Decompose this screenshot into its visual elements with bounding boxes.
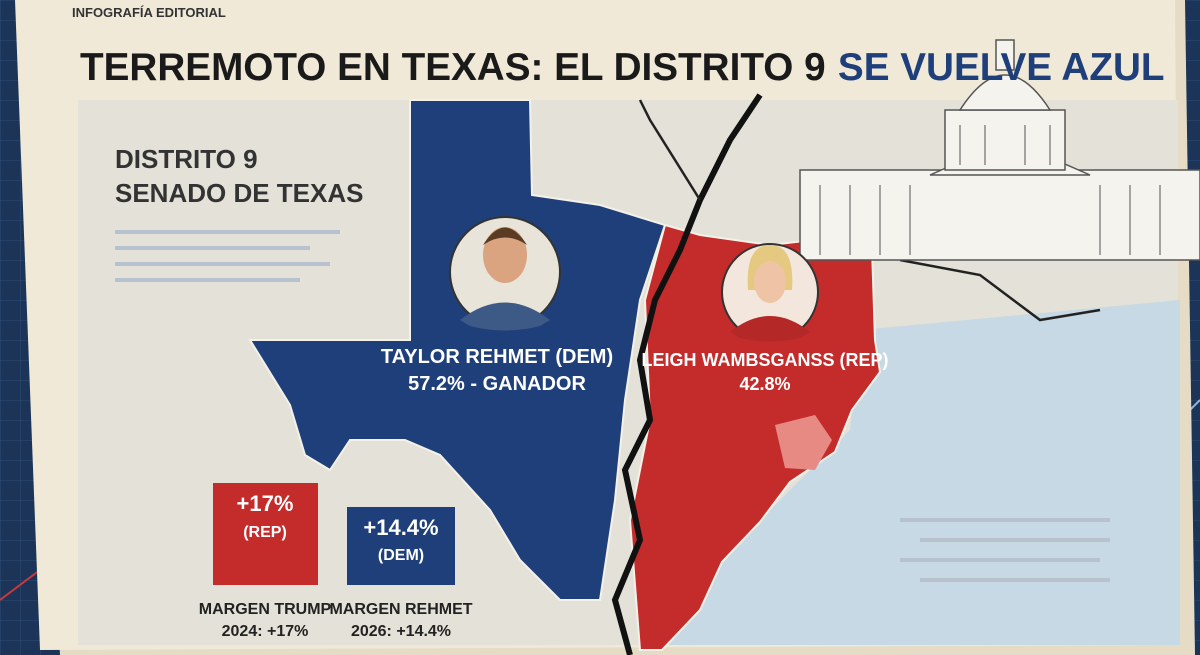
kicker: INFOGRAFÍA EDITORIAL — [72, 5, 226, 20]
margin-box-rep — [213, 483, 318, 585]
placeholder-lines — [115, 230, 1110, 582]
margin-label: MARGEN REHMET — [329, 601, 472, 618]
title-highlight: SE VUELVE AZUL — [838, 46, 1165, 89]
margin-detail: 2024: +17% — [222, 623, 309, 640]
crack — [611, 93, 763, 655]
margin-label: MARGEN TRUMP — [199, 601, 332, 618]
district-line: DISTRITO 9 — [115, 144, 258, 174]
candidate-name: TAYLOR REHMET (DEM) — [381, 346, 613, 368]
district-line: SENADO DE TEXAS — [115, 178, 364, 208]
margin-party: (DEM) — [378, 547, 424, 564]
crack-branches — [638, 99, 702, 201]
candidate-name: LEIGH WAMBSGANSS (REP) — [641, 350, 888, 370]
crack-branches — [899, 258, 1101, 322]
county — [775, 415, 832, 470]
capitol — [799, 39, 1200, 261]
margin-box-dem — [347, 507, 455, 585]
avatar-rep — [721, 243, 819, 342]
margin-value: +17% — [237, 491, 294, 516]
margin-party: (REP) — [243, 524, 287, 541]
candidate-result: 57.2% - GANADOR — [408, 373, 586, 395]
title: TERREMOTO EN TEXAS: EL DISTRITO 9 — [80, 46, 826, 89]
avatar-dem — [449, 216, 561, 331]
margin-value: +14.4% — [363, 515, 438, 540]
candidate-result: 42.8% — [739, 374, 790, 394]
margin-detail: 2026: +14.4% — [351, 623, 451, 640]
dem-region — [248, 99, 667, 601]
